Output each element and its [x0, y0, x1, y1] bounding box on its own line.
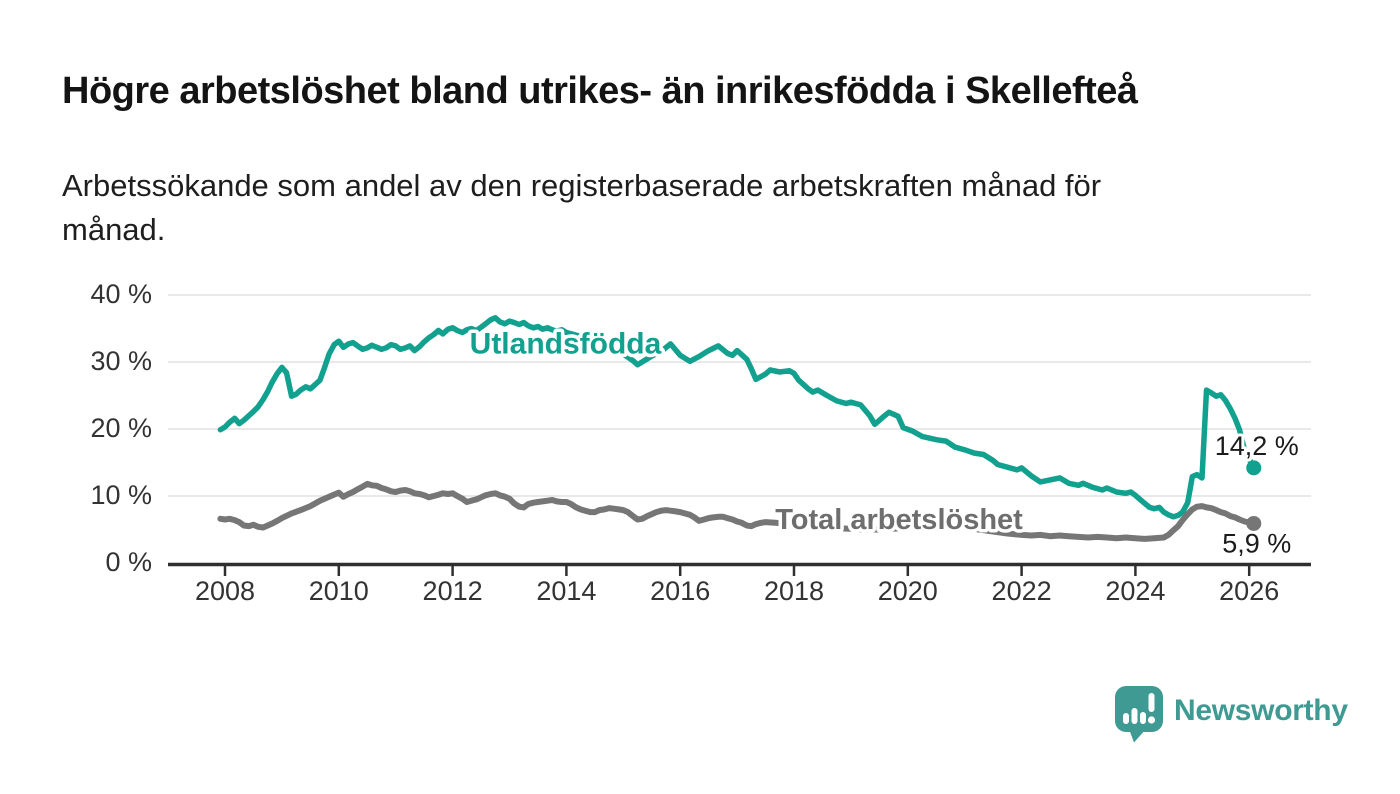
x-tick-label-2008: 2008 — [195, 576, 255, 606]
newsworthy-logo-text: Newsworthy — [1174, 694, 1348, 727]
y-tick-label-40: 40 % — [90, 279, 152, 309]
series-end-dot-total — [1246, 515, 1262, 531]
series-line-total — [217, 480, 1257, 542]
series-end-dot-utlandsfodda — [1246, 460, 1262, 476]
x-tick-label-2026: 2026 — [1219, 576, 1279, 606]
y-axis-labels: 0 % 10 % 20 % 30 % 40 % — [90, 279, 152, 577]
end-value-label-utlandsfodda: 14,2 % — [1215, 431, 1299, 461]
x-tick-label-2016: 2016 — [650, 576, 710, 606]
series-labels: Utlandsfödda 14,2 % Total arbetslöshet 5,9 … — [466, 324, 1302, 562]
series-label-utlandsfodda: Utlandsfödda — [470, 327, 662, 360]
x-tick-label-2022: 2022 — [992, 576, 1052, 606]
x-axis-labels: 2008 2010 2012 2014 2016 2018 2020 2022 2024 2026 — [195, 576, 1279, 606]
y-tick-label-30: 30 % — [90, 346, 152, 376]
series-line-utlandsfodda — [217, 315, 1257, 520]
series-end-dots — [1246, 460, 1262, 531]
x-tick-label-2014: 2014 — [536, 576, 596, 606]
newsworthy-logo-icon — [1115, 686, 1163, 743]
gridlines — [168, 294, 1311, 497]
x-tick-label-2012: 2012 — [423, 576, 483, 606]
series-lines — [217, 315, 1257, 542]
x-tick-label-2018: 2018 — [764, 576, 824, 606]
x-tick-label-2010: 2010 — [309, 576, 369, 606]
x-tick-label-2020: 2020 — [878, 576, 938, 606]
x-tick-label-2024: 2024 — [1105, 576, 1165, 606]
end-value-label-total: 5,9 % — [1222, 528, 1291, 558]
chart-subtitle-line1: Arbetssökande som andel av den registerb… — [62, 168, 1102, 203]
chart-subtitle-line2: månad. — [62, 212, 166, 247]
page-title: Högre arbetslöshet bland utrikes- än inr… — [62, 70, 1138, 112]
newsworthy-brand: Newsworthy — [1115, 686, 1348, 743]
y-tick-label-20: 20 % — [90, 413, 152, 443]
y-tick-label-0: 0 % — [105, 547, 152, 577]
x-axis — [168, 562, 1311, 576]
series-label-total: Total arbetslöshet — [775, 504, 1023, 536]
chart-subtitle: Arbetssökande som andel av den registerb… — [62, 164, 1101, 252]
y-tick-label-10: 10 % — [90, 480, 152, 510]
